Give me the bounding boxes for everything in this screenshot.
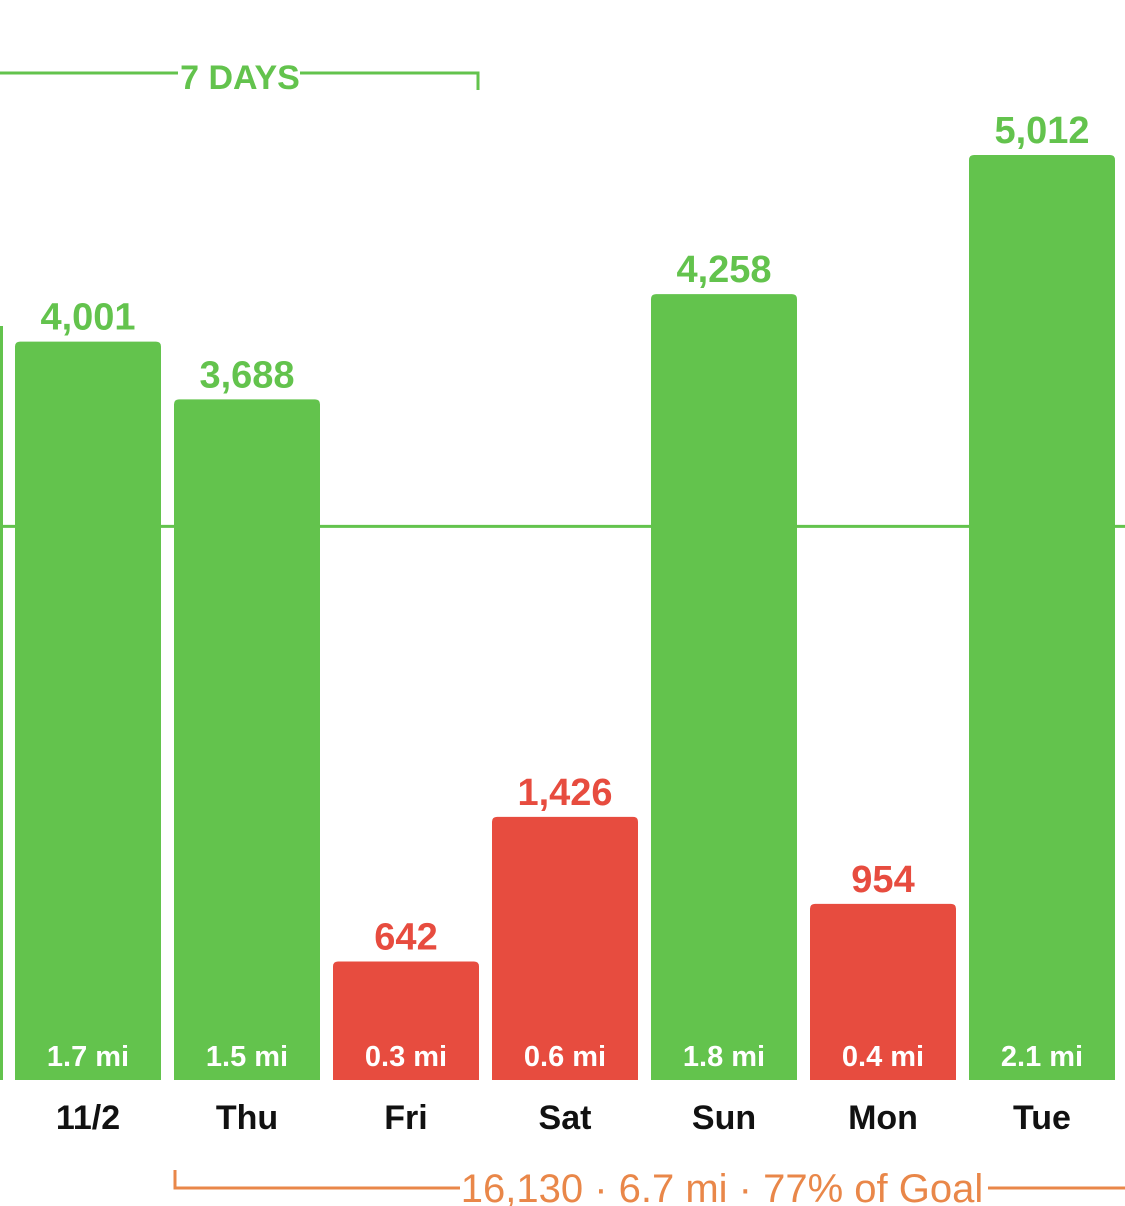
day-label-fri: Fri: [384, 1099, 427, 1137]
day-label-sun: Sun: [692, 1099, 756, 1137]
top-bracket-label: 7 DAYS: [180, 59, 300, 97]
distance-label-mon: 0.4 mi: [842, 1041, 924, 1073]
bar-thu[interactable]: [174, 399, 320, 1081]
day-label-tue: Tue: [1013, 1099, 1071, 1137]
bar-sun[interactable]: [651, 294, 797, 1081]
distance-label-tue: 2.1 mi: [1001, 1041, 1083, 1073]
top-seven-days-bracket: 7 DAYS: [0, 59, 480, 97]
summary-bracket-line-left: [173, 1170, 460, 1190]
value-label-sun: 4,258: [676, 249, 771, 291]
summary-bracket: 16,130 · 6.7 mi · 77% of Goal: [173, 1167, 1125, 1206]
distance-labels: 1.7 mi 1.5 mi 0.3 mi 0.6 mi 1.8 mi 0.4 mi 2.1 …: [47, 1041, 1083, 1073]
value-label-tue: 5,012: [994, 110, 1089, 152]
bar-tue[interactable]: [969, 155, 1115, 1080]
distance-label-11-2: 1.7 mi: [47, 1041, 129, 1073]
value-label-sat: 1,426: [517, 772, 612, 814]
day-label-thu: Thu: [216, 1099, 278, 1137]
summary-label: 16,130 · 6.7 mi · 77% of Goal: [461, 1167, 984, 1206]
bar-sat[interactable]: [492, 816, 638, 1080]
distance-label-fri: 0.3 mi: [365, 1041, 447, 1073]
distance-label-thu: 1.5 mi: [206, 1041, 288, 1073]
day-label-mon: Mon: [848, 1099, 918, 1137]
value-label-11-2: 4,001: [40, 297, 135, 339]
bar-series: [15, 155, 1115, 1081]
distance-label-sat: 0.6 mi: [524, 1041, 606, 1073]
value-labels: 4,001 3,688 642 1,426 4,258 954 5,012: [40, 110, 1089, 959]
value-label-thu: 3,688: [199, 354, 294, 396]
value-label-fri: 642: [374, 917, 437, 959]
bar-fri[interactable]: [333, 961, 479, 1080]
day-labels: 11/2 Thu Fri Sat Sun Mon Tue: [56, 1099, 1071, 1137]
distance-label-sun: 1.8 mi: [683, 1041, 765, 1073]
bar-11-2[interactable]: [15, 341, 161, 1081]
bar-mon[interactable]: [810, 903, 956, 1080]
day-label-11-2: 11/2: [56, 1099, 120, 1137]
previous-day-bar-partial: [0, 326, 3, 1080]
top-bracket-line-right: [300, 71, 480, 90]
value-label-mon: 954: [851, 859, 914, 901]
day-label-sat: Sat: [539, 1099, 592, 1137]
